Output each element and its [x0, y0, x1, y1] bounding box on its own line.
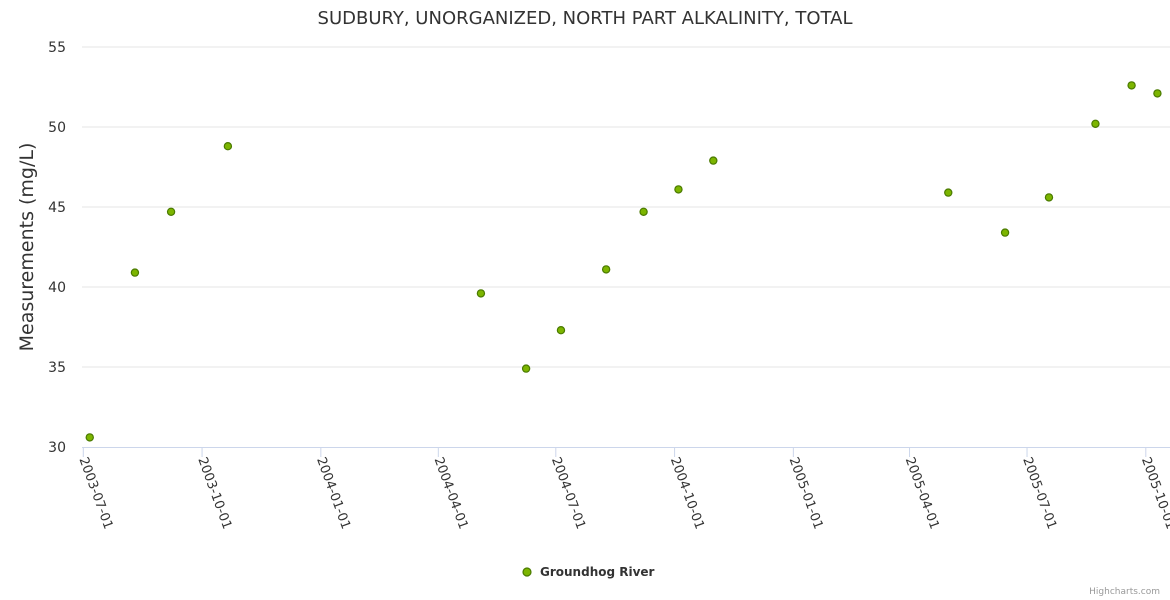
- data-point[interactable]: [130, 268, 140, 277]
- data-point[interactable]: [1153, 89, 1162, 98]
- x-tick-label: 2005-10-01: [1138, 455, 1170, 531]
- y-tick-label: 50: [48, 120, 66, 136]
- data-point[interactable]: [944, 188, 953, 197]
- x-tick-label: 2004-04-01: [431, 455, 471, 531]
- x-axis-ticks: 2003-07-01 2003-10-01 2004-01-01 2004-04-01…: [76, 447, 1170, 531]
- y-gridlines: [82, 46, 1170, 368]
- data-point[interactable]: [639, 207, 648, 216]
- x-tick-label: 2003-10-01: [194, 455, 234, 531]
- data-point[interactable]: [1000, 228, 1010, 237]
- y-axis-label: Measurements (mg/L): [16, 143, 38, 352]
- y-axis-tick-labels: 30 35 40 45 50 55: [48, 40, 66, 456]
- data-point[interactable]: [476, 289, 486, 298]
- x-tick-label: 2004-01-01: [313, 455, 353, 531]
- data-point[interactable]: [601, 265, 611, 274]
- legend-marker-icon: [522, 567, 532, 577]
- data-point[interactable]: [166, 207, 176, 216]
- data-point[interactable]: [1127, 81, 1136, 90]
- data-point[interactable]: [521, 364, 531, 373]
- legend[interactable]: Groundhog River: [522, 565, 655, 579]
- y-tick-label: 45: [48, 200, 66, 216]
- series-groundhog-river[interactable]: [85, 81, 1162, 442]
- x-tick-label: 2004-10-01: [667, 455, 707, 531]
- data-point[interactable]: [556, 326, 566, 335]
- chart-title: SUDBURY, UNORGANIZED, NORTH PART ALKALIN…: [318, 8, 853, 29]
- credits-link[interactable]: Highcharts.com: [1089, 587, 1160, 597]
- y-tick-label: 55: [48, 40, 66, 56]
- data-point[interactable]: [1044, 193, 1054, 202]
- data-point[interactable]: [223, 141, 233, 151]
- data-point[interactable]: [1091, 119, 1100, 129]
- legend-item-label[interactable]: Groundhog River: [540, 565, 655, 579]
- x-tick-label: 2005-07-01: [1019, 455, 1059, 531]
- y-tick-label: 40: [48, 280, 66, 296]
- x-tick-label: 2004-07-01: [548, 455, 588, 531]
- x-tick-label: 2005-01-01: [786, 455, 826, 531]
- x-tick-label: 2005-04-01: [902, 455, 942, 531]
- data-point[interactable]: [85, 433, 94, 442]
- y-tick-label: 35: [48, 360, 66, 376]
- y-tick-label: 30: [48, 440, 66, 456]
- data-point[interactable]: [674, 185, 683, 194]
- x-tick-label: 2003-07-01: [76, 455, 116, 531]
- data-point[interactable]: [709, 156, 718, 165]
